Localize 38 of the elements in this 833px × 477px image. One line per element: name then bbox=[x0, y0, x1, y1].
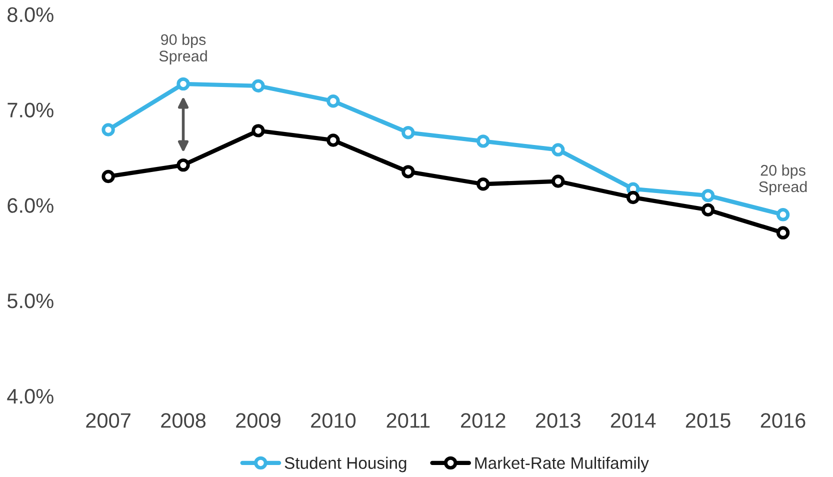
point bbox=[102, 170, 115, 184]
x-tick-label: 2007 bbox=[86, 413, 130, 428]
annotation: 20 bps Spread bbox=[759, 164, 807, 196]
point bbox=[326, 94, 340, 108]
x-tick-label: 2016 bbox=[760, 413, 806, 428]
point bbox=[102, 123, 115, 136]
x-tick-label: 2011 bbox=[386, 413, 430, 428]
point bbox=[701, 203, 715, 216]
point bbox=[402, 126, 415, 140]
y-tick-label: 7.0% bbox=[8, 102, 54, 118]
point bbox=[776, 208, 790, 222]
y-tick-label: 5.0% bbox=[7, 294, 54, 308]
point bbox=[252, 79, 265, 92]
x-tick-label: 2010 bbox=[311, 413, 356, 428]
point bbox=[252, 124, 265, 138]
point bbox=[626, 190, 640, 204]
point bbox=[776, 226, 790, 240]
point bbox=[476, 134, 490, 148]
point bbox=[552, 174, 565, 188]
point bbox=[402, 165, 415, 178]
point bbox=[552, 143, 565, 156]
x-tick-label: 2008 bbox=[161, 413, 206, 428]
legend-label: Market-Rate Multifamily bbox=[475, 456, 649, 472]
y-tick-label: 6.0% bbox=[8, 198, 54, 213]
annotation: 90 bps Spread bbox=[159, 34, 207, 65]
x-tick-label: 2012 bbox=[461, 413, 506, 428]
point bbox=[476, 178, 490, 191]
point bbox=[326, 134, 340, 147]
legend-label: Student Housing bbox=[284, 456, 406, 472]
y-tick-label: 4.0% bbox=[7, 388, 54, 404]
x-tick-label: 2015 bbox=[686, 413, 730, 428]
point bbox=[701, 188, 715, 202]
x-tick-label: 2009 bbox=[236, 413, 280, 428]
y-tick-label: 8.0% bbox=[8, 7, 54, 22]
x-tick-label: 2013 bbox=[536, 413, 580, 428]
point bbox=[176, 158, 190, 172]
point bbox=[176, 77, 190, 91]
x-tick-label: 2014 bbox=[610, 413, 656, 428]
